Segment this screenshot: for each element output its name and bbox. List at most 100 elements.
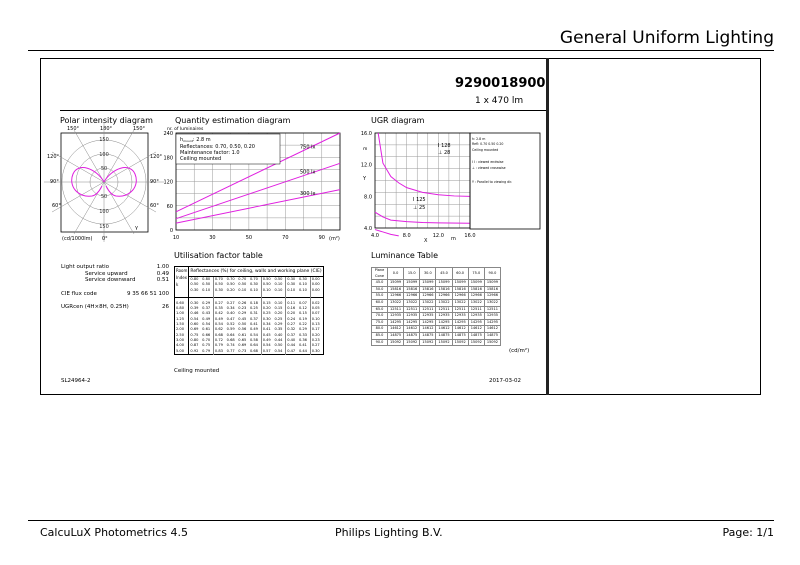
lum-cell: 14612 — [451, 325, 469, 333]
uf-cell: 0.66 — [202, 332, 211, 337]
lum-angle: 45.0 — [371, 279, 388, 287]
lum-cell: 15099 — [451, 279, 469, 287]
uf-cell: 0.69 — [190, 327, 199, 332]
uf-cell: 0.27 — [285, 322, 298, 328]
uf-cell: 0.64 — [249, 343, 258, 348]
stat-label: Light output ratio — [61, 264, 110, 270]
polar-curve — [71, 167, 137, 197]
datasheet-frame — [40, 58, 761, 395]
uf-cell: 0.54 — [249, 332, 258, 337]
uf-row: 4.00 0.87 0.75 0.79 0.74 0.69 0.64 0.54 0.50 0.44… — [174, 343, 324, 349]
lum-cell: 12966 — [467, 292, 485, 300]
luminance-title: Luminance Table — [371, 251, 438, 260]
polar-ring-label: 150 — [99, 224, 109, 230]
lum-cell: 13022 — [467, 298, 485, 307]
lum-angle: 60.0 — [371, 298, 388, 307]
lum-cell: 14295 — [467, 318, 485, 327]
photometric-stats: Light output ratio 1.00 Service upward 0.49… — [61, 264, 169, 311]
uf-row: 0.80 0.39 0.37 0.35 0.34 0.23 0.25 0.20 0.15 0.16… — [174, 306, 324, 312]
quantity-title: Quantity estimation diagram — [175, 116, 291, 125]
lum-angle: 75.0 — [371, 318, 388, 327]
uf-cell: 0.41 — [260, 327, 274, 333]
lum-angle: 80.0 — [371, 325, 388, 333]
uf-refl-cell: 0.10 — [202, 287, 211, 292]
y-tick-label: 0 — [170, 228, 173, 234]
lum-cell: 14612 — [386, 325, 405, 333]
lum-cell: 15092 — [435, 338, 453, 347]
footer-company: Philips Lighting B.V. — [335, 526, 443, 539]
uf-cell: 0.05 — [309, 306, 324, 312]
y-tick-label: 12.0 — [361, 163, 372, 169]
stat-value: 0.51 — [156, 277, 169, 283]
lum-cell: 12966 — [435, 292, 453, 300]
lum-cell: 12935 — [483, 312, 501, 320]
lum-cell: 15816 — [435, 285, 453, 294]
uf-cell: 0.77 — [226, 348, 235, 353]
uf-cell: 0.24 — [285, 316, 298, 323]
uf-cell: 0.40 — [226, 311, 235, 316]
uf-refl-cell: 0.70 — [226, 277, 235, 281]
uf-cell: 0.49 — [249, 327, 258, 332]
uf-cell: 0.22 — [298, 322, 307, 327]
uf-cell: 0.15 — [274, 306, 283, 311]
uf-refl-cell: 0.30 — [298, 277, 307, 281]
quantity-info: 2.8 m — [196, 137, 211, 143]
uf-cell: 0.40 — [285, 337, 298, 344]
ugr-legend: Refl: 0.70 0.50 0.20 — [472, 142, 503, 146]
lum-row: 80.0 14612 14612 14612 14612 14612 14612 14612 — [371, 325, 501, 333]
utilisation-factor-table: Room Index k Reflectances (%) for ceiling, … — [174, 266, 324, 355]
uf-note: Ceiling mounted — [174, 368, 220, 374]
uf-refl-cell: 0.80 — [190, 277, 199, 281]
lum-cell: 14295 — [451, 318, 469, 327]
uf-cell: 0.54 — [212, 322, 226, 328]
uf-cell: 0.30 — [188, 296, 202, 307]
uf-cell: 0.87 — [190, 343, 199, 348]
quantity-ylabel: nr. of luminaires — [167, 126, 204, 132]
uf-room-label: k — [176, 282, 179, 287]
uf-refl-cell: 0.00 — [309, 282, 324, 288]
lum-row: 75.0 14295 14295 14295 14295 14295 14295 14295 — [371, 318, 501, 327]
document-title: General Uniform Lighting — [559, 28, 774, 48]
lum-cell: 15092 — [403, 338, 421, 347]
uf-cell: 0.73 — [238, 348, 247, 353]
lum-cell: 13022 — [483, 298, 501, 307]
lum-cell: 14875 — [467, 331, 485, 340]
uf-room-index: 0.60 — [174, 296, 190, 307]
polar-angle: 150° — [67, 126, 80, 132]
lum-cell: 12935 — [435, 312, 453, 320]
lum-row: 45.0 15099 15099 15099 15099 15099 15099 15099 — [371, 279, 501, 287]
x-tick-label: 10 — [173, 235, 179, 241]
uf-cell: 0.30 — [309, 348, 324, 355]
uf-cell: 0.61 — [238, 332, 247, 337]
lum-cell: 15816 — [467, 285, 485, 294]
uf-cell: 0.35 — [274, 327, 283, 332]
lum-cell: 14295 — [386, 318, 405, 327]
polar-ring-label: 100 — [99, 209, 109, 215]
uf-cell: 0.79 — [212, 343, 226, 349]
uf-refl-cell: 0.20 — [226, 287, 235, 292]
lum-cell: 14295 — [403, 318, 421, 327]
series-line — [175, 132, 341, 213]
uf-cell: 0.52 — [226, 322, 235, 327]
uf-cell: 0.50 — [274, 343, 283, 348]
uf-cell: 0.32 — [285, 327, 298, 333]
lum-angle: 90.0 — [371, 338, 388, 347]
uf-refl-cell: 0.10 — [298, 282, 307, 287]
polar-angle: 0° — [102, 236, 108, 242]
uf-room-label: Index — [176, 275, 188, 280]
uf-refl-cell: 0.50 — [260, 282, 274, 288]
y-tick-label: 180 — [163, 155, 173, 161]
lum-cell: 14612 — [467, 325, 485, 333]
polar-title: Polar intensity diagram — [60, 116, 153, 125]
uf-refl-cell: 0.10 — [298, 287, 307, 292]
lum-header: 90.0 — [483, 266, 501, 281]
quantity-info: Maintenance factor: 1.0 — [180, 150, 240, 156]
lum-cell: 14295 — [483, 318, 501, 327]
uf-cell: 0.25 — [274, 316, 283, 321]
uf-cell: 0.44 — [274, 337, 283, 342]
stat-row: Light output ratio 1.00 — [61, 264, 169, 271]
stat-value: 26 — [162, 304, 169, 310]
ugr-legend: Y : Parallel to viewing dir. — [472, 180, 512, 184]
diagrams: Polar intensity diagram 150° 180° 150° 1… — [44, 116, 541, 244]
ugr-label: ⊥ 25 — [413, 205, 425, 211]
